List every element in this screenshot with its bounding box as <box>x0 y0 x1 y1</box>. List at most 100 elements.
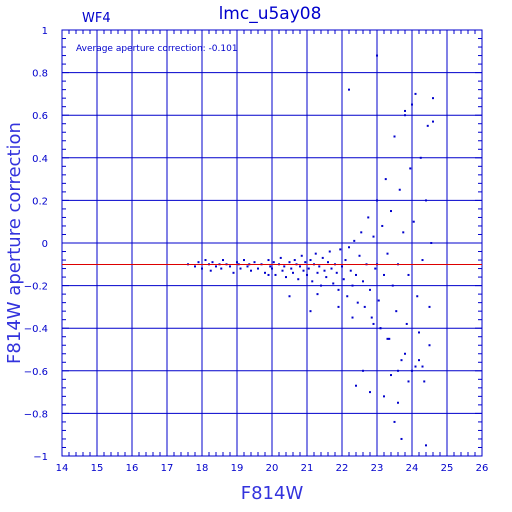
data-point <box>379 327 382 330</box>
data-point <box>243 259 245 262</box>
data-point <box>328 250 331 253</box>
data-point <box>309 310 312 313</box>
data-point <box>383 395 385 398</box>
data-point <box>264 271 266 274</box>
data-point <box>281 269 284 272</box>
data-point <box>236 261 238 264</box>
data-point <box>337 305 340 308</box>
data-point <box>356 301 359 304</box>
data-point <box>320 284 322 287</box>
y-tick-label: 1 <box>42 26 48 37</box>
x-tick-label: 23 <box>371 463 384 474</box>
data-point <box>194 265 196 268</box>
data-point <box>267 273 270 276</box>
data-point <box>332 282 335 285</box>
x-tick-label: 14 <box>56 463 69 474</box>
data-point <box>391 284 394 287</box>
data-point <box>288 295 291 298</box>
grid-lines <box>62 30 482 456</box>
data-point <box>400 359 403 362</box>
data-point <box>353 239 356 242</box>
data-point <box>358 254 361 257</box>
data-point <box>349 269 352 272</box>
data-point <box>211 261 214 264</box>
x-tick-label: 18 <box>196 463 209 474</box>
data-point <box>220 267 223 270</box>
data-point <box>377 299 380 302</box>
data-point <box>348 88 350 91</box>
data-point <box>292 271 294 274</box>
data-point <box>428 305 431 308</box>
data-point <box>381 224 384 227</box>
y-tick-label: −0.8 <box>24 409 48 420</box>
data-point <box>430 242 433 244</box>
data-point <box>314 252 317 255</box>
y-axis-label: F814W aperture correction <box>4 122 25 364</box>
data-point <box>346 295 349 298</box>
data-point <box>418 359 420 362</box>
data-point <box>407 273 410 276</box>
data-point <box>411 103 413 106</box>
data-point <box>321 256 324 259</box>
x-tick-label: 16 <box>126 463 139 474</box>
data-point <box>330 267 333 270</box>
data-point <box>302 269 305 272</box>
data-point <box>288 261 291 264</box>
data-point <box>367 216 370 219</box>
data-point <box>362 280 364 283</box>
data-point <box>253 261 256 264</box>
data-point <box>369 391 371 394</box>
data-point <box>404 109 406 112</box>
x-tick-label: 25 <box>441 463 454 474</box>
data-point <box>311 280 314 283</box>
data-point <box>432 97 434 100</box>
data-point <box>418 331 420 334</box>
data-point <box>222 259 224 262</box>
data-point <box>390 210 392 213</box>
data-point <box>370 316 373 319</box>
y-tick-label: −0.6 <box>24 367 48 378</box>
data-point <box>407 380 410 383</box>
data-point <box>414 92 417 95</box>
data-point <box>386 337 389 340</box>
x-tick-label: 21 <box>301 463 314 474</box>
data-point <box>388 337 391 340</box>
data-point <box>297 278 300 281</box>
data-point <box>300 254 303 257</box>
data-point <box>428 344 431 347</box>
x-tick-label: 22 <box>336 463 349 474</box>
data-point <box>426 124 429 127</box>
data-point <box>432 120 434 123</box>
y-tick-label: 0.6 <box>32 111 48 122</box>
data-point <box>339 248 342 251</box>
minor-ticks <box>61 29 483 457</box>
data-point <box>201 267 203 270</box>
data-point <box>412 220 415 223</box>
data-point <box>395 310 398 313</box>
data-point <box>335 271 338 274</box>
data-point <box>384 178 387 181</box>
data-point <box>299 265 301 268</box>
y-tick-label: 0.2 <box>32 196 48 207</box>
data-point <box>341 265 343 268</box>
data-point <box>309 259 312 262</box>
data-point <box>355 273 357 276</box>
data-point <box>325 276 328 279</box>
data-point <box>372 235 375 238</box>
data-point <box>409 167 412 170</box>
data-point <box>425 199 427 202</box>
data-point <box>327 261 329 264</box>
data-point <box>316 293 319 296</box>
data-point <box>351 284 354 287</box>
data-point <box>318 265 321 268</box>
data-point <box>204 259 207 262</box>
data-point <box>421 365 424 368</box>
data-point <box>293 259 296 262</box>
data-point <box>400 437 403 440</box>
data-point <box>393 135 396 138</box>
data-point <box>372 322 375 325</box>
y-tick-label: −0.4 <box>24 324 48 335</box>
data-point <box>419 156 422 159</box>
data-point <box>239 267 242 270</box>
